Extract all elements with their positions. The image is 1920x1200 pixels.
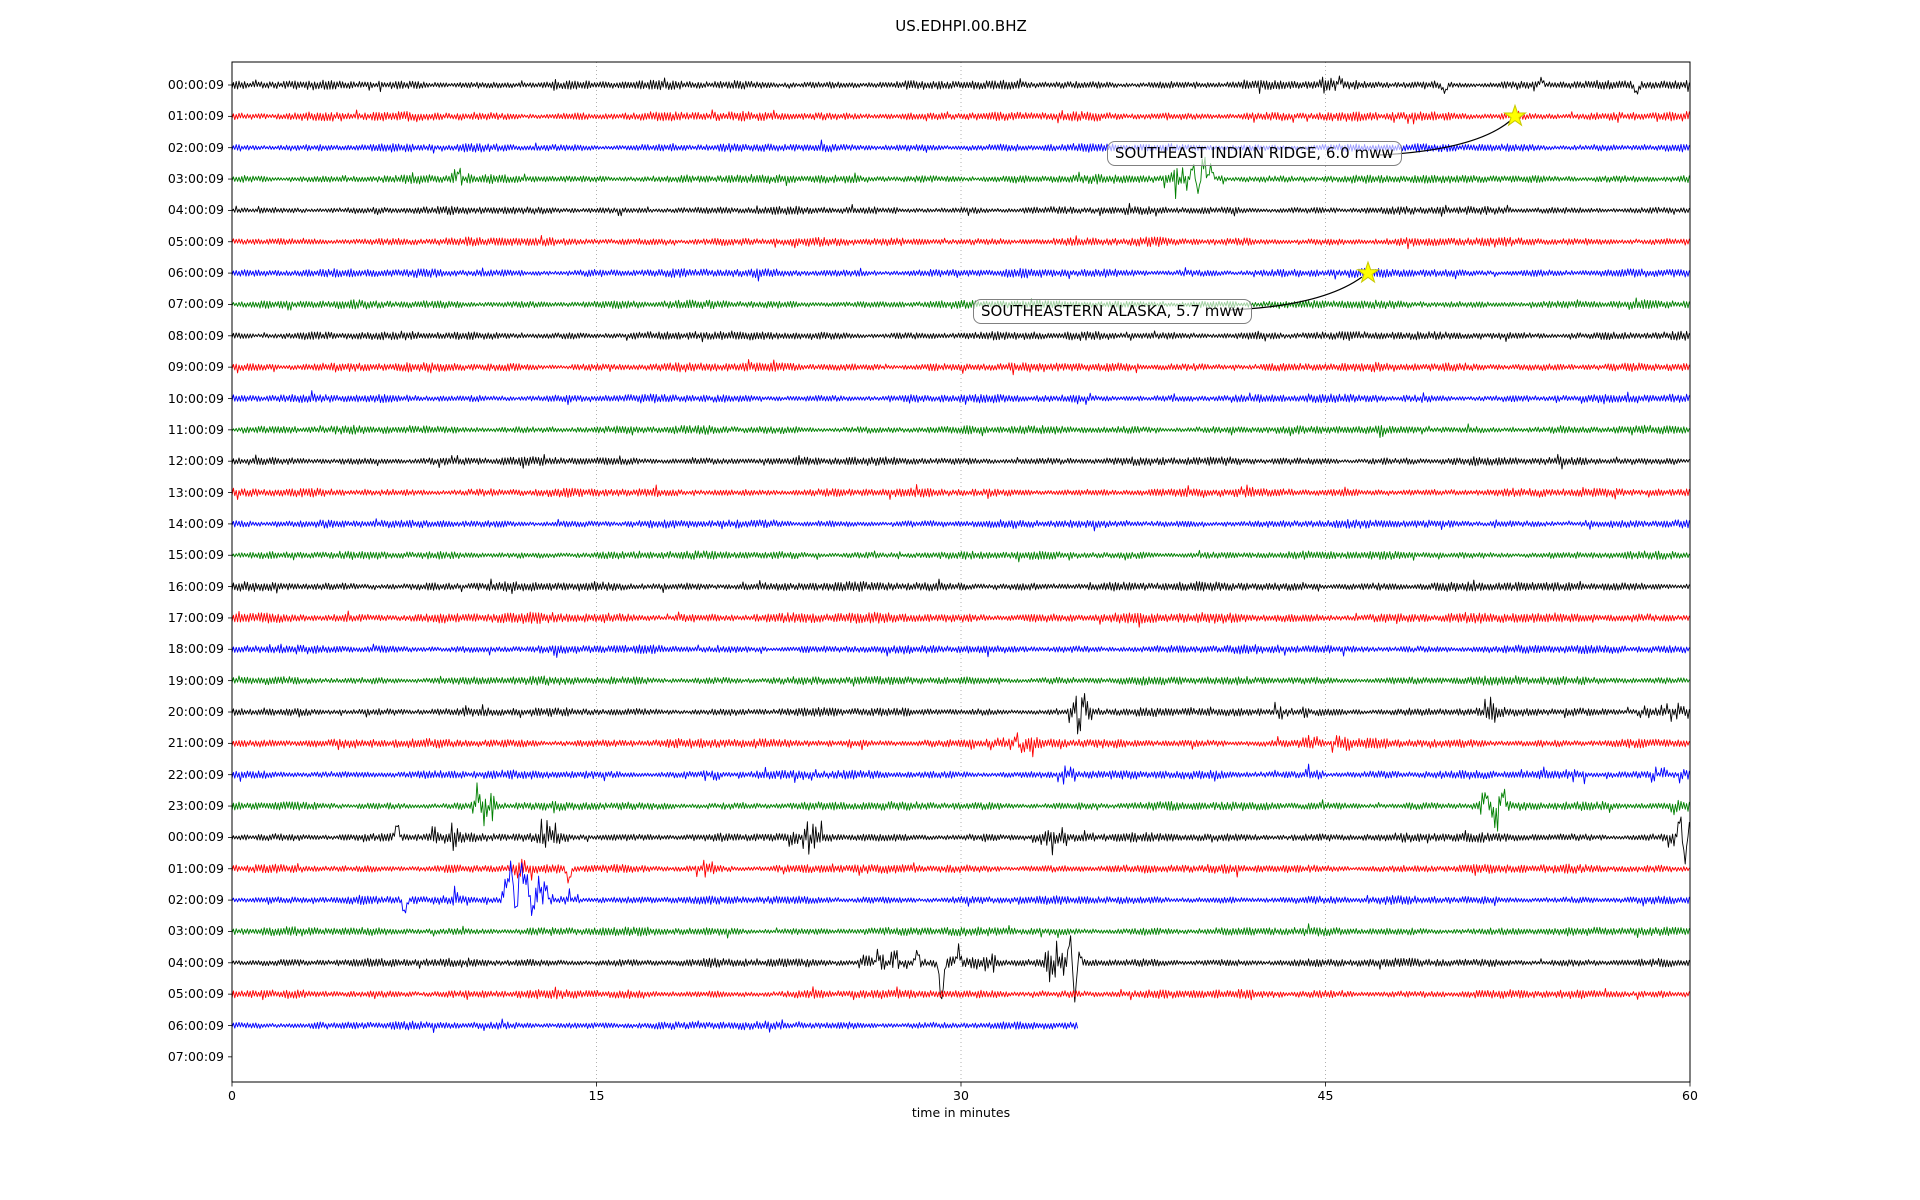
y-tick-label: 07:00:09 (167, 296, 224, 312)
x-tick-label: 0 (228, 1088, 236, 1103)
y-tick-label: 17:00:09 (167, 609, 224, 625)
event-star-icon (1503, 103, 1527, 127)
trace-row (231, 858, 1690, 884)
y-tick-label: 04:00:09 (167, 954, 224, 970)
y-tick-label: 09:00:09 (167, 359, 224, 375)
trace-row (231, 1018, 1079, 1034)
y-tick-label: 14:00:09 (167, 515, 224, 531)
trace-row (231, 763, 1690, 785)
y-tick-label: 10:00:09 (167, 390, 224, 406)
y-tick-label: 06:00:09 (167, 265, 224, 281)
y-tick-label: 11:00:09 (167, 421, 224, 437)
trace-row (231, 610, 1690, 628)
y-tick-label: 03:00:09 (167, 171, 224, 187)
y-tick-label: 02:00:09 (167, 139, 224, 155)
trace-row (231, 935, 1690, 1003)
trace-row (231, 234, 1690, 250)
trace-row (231, 267, 1690, 282)
trace-row (231, 643, 1690, 658)
trace-row (231, 139, 1690, 154)
trace-row (231, 109, 1690, 125)
trace-row (231, 816, 1690, 865)
x-tick-label: 60 (1682, 1088, 1698, 1103)
trace-row (231, 330, 1690, 343)
trace-row (231, 986, 1690, 1001)
annotation-southeast-indian-ridge: SOUTHEAST INDIAN RIDGE, 6.0 mww (1107, 141, 1402, 166)
y-tick-label: 12:00:09 (167, 453, 224, 469)
y-tick-label: 02:00:09 (167, 892, 224, 908)
trace-row (231, 359, 1690, 376)
y-tick-label: 00:00:09 (167, 77, 224, 92)
y-tick-label: 01:00:09 (167, 108, 224, 124)
trace-row (231, 75, 1690, 95)
y-tick-label: 06:00:09 (167, 1017, 224, 1033)
trace-row (231, 692, 1690, 735)
y-tick-label: 18:00:09 (167, 641, 224, 657)
x-tick-label: 15 (588, 1088, 605, 1103)
x-axis-title: time in minutes (911, 1105, 1011, 1120)
trace-row (231, 549, 1690, 563)
trace-row (231, 782, 1690, 832)
y-tick-label: 21:00:09 (167, 735, 224, 751)
trace-row (231, 423, 1690, 439)
y-tick-label: 05:00:09 (167, 986, 224, 1002)
y-tick-label: 00:00:09 (167, 829, 224, 845)
trace-row (231, 732, 1690, 758)
trace-row (231, 156, 1690, 200)
trace-row (231, 484, 1690, 500)
annotation-southeastern-alaska: SOUTHEASTERN ALASKA, 5.7 mww (973, 299, 1252, 324)
event-star-icon (1356, 260, 1380, 284)
trace-row (231, 390, 1690, 406)
trace-row (231, 578, 1690, 595)
y-tick-label: 19:00:09 (167, 672, 224, 688)
trace-row (231, 518, 1690, 532)
y-tick-label: 04:00:09 (167, 202, 224, 218)
x-tick-label: 45 (1317, 1088, 1334, 1103)
y-tick-label: 01:00:09 (167, 860, 224, 876)
trace-row (231, 675, 1690, 687)
trace-row (231, 297, 1690, 311)
y-tick-label: 16:00:09 (167, 578, 224, 594)
y-tick-label: 05:00:09 (167, 233, 224, 249)
y-tick-label: 03:00:09 (167, 923, 224, 939)
y-tick-label: 07:00:09 (167, 1048, 224, 1064)
y-tick-label: 13:00:09 (167, 484, 224, 500)
trace-row (231, 923, 1690, 939)
y-tick-label: 20:00:09 (167, 704, 224, 719)
trace-row (231, 202, 1690, 217)
y-tick-label: 23:00:09 (167, 798, 224, 814)
trace-row (231, 860, 1690, 917)
y-tick-label: 15:00:09 (167, 547, 224, 563)
y-tick-label: 08:00:09 (167, 327, 224, 343)
figure-title: US.EDHPI.00.BHZ (895, 17, 1027, 35)
y-tick-label: 22:00:09 (167, 766, 224, 782)
trace-row (231, 453, 1690, 470)
x-tick-label: 30 (953, 1088, 969, 1103)
